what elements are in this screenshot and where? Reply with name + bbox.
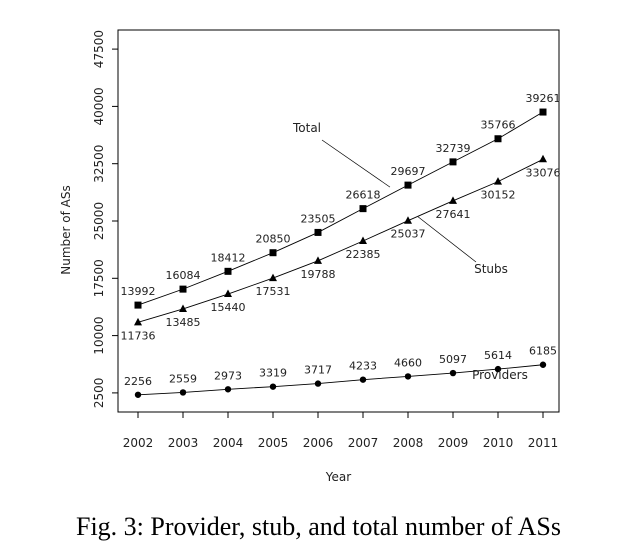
- square-marker: [449, 158, 457, 166]
- series-stubs: [134, 154, 547, 326]
- square-marker: [269, 249, 277, 257]
- data-label: 30152: [481, 189, 516, 202]
- triangle-marker: [539, 154, 547, 163]
- circle-marker: [494, 365, 502, 373]
- square-marker: [134, 301, 142, 309]
- data-label: 33076: [526, 166, 561, 179]
- data-label: 22385: [346, 248, 381, 261]
- data-label: 35766: [481, 119, 516, 132]
- y-tick-label: 40000: [92, 87, 106, 125]
- data-label: 17531: [256, 285, 291, 298]
- data-label: 27641: [436, 208, 471, 221]
- series-line-total: [137, 111, 544, 306]
- circle-marker: [314, 380, 322, 387]
- data-label: 5614: [484, 349, 512, 362]
- x-tick-label: 2011: [528, 436, 559, 450]
- square-marker: [404, 181, 412, 189]
- data-label: 2559: [169, 372, 197, 385]
- data-label: 2973: [214, 369, 242, 382]
- leader-stubs: [417, 216, 477, 263]
- data-label: 20850: [256, 233, 291, 246]
- data-label: 15440: [211, 301, 246, 314]
- x-axis-label: Year: [325, 470, 351, 484]
- circle-marker: [404, 373, 412, 380]
- data-label: 32739: [436, 142, 471, 155]
- circle-marker: [269, 383, 277, 390]
- series-line-providers: [137, 364, 544, 396]
- data-labels-layer: 13992 16084 18412 20850 23505 26618 29697 32739…: [121, 92, 561, 388]
- data-label: 13992: [121, 285, 156, 298]
- data-label: 11736: [121, 329, 156, 342]
- annotations-layer: Total Stubs Providers: [292, 121, 528, 382]
- square-marker: [224, 267, 232, 275]
- data-label: 4660: [394, 356, 422, 369]
- figure-caption: Fig. 3: Provider, stub, and total number…: [76, 512, 561, 541]
- triangle-marker: [179, 304, 187, 312]
- data-label: 23505: [301, 212, 336, 225]
- y-tick-label: 25000: [92, 202, 106, 240]
- square-marker: [359, 205, 367, 213]
- data-label: 18412: [211, 251, 246, 264]
- circle-marker: [539, 361, 547, 368]
- x-tick-label: 2008: [393, 436, 424, 450]
- square-marker: [314, 228, 322, 236]
- series-layer: [134, 108, 547, 398]
- triangle-marker: [134, 317, 142, 326]
- axes: 2002 2003 2004 2005 2006 2007 2008 2009 2010 2011…: [59, 29, 560, 484]
- x-tick-label: 2003: [168, 436, 199, 450]
- triangle-marker: [224, 289, 232, 298]
- data-label: 25037: [391, 228, 426, 241]
- annotation-providers: Providers: [472, 368, 528, 382]
- x-tick-label: 2002: [123, 436, 154, 450]
- circle-marker: [179, 389, 187, 396]
- data-label: 6185: [529, 345, 557, 358]
- data-label: 2256: [124, 375, 152, 388]
- x-tick-label: 2009: [438, 436, 469, 450]
- annotation-total: Total: [292, 121, 321, 135]
- y-tick-label: 47500: [92, 30, 106, 68]
- triangle-marker: [314, 256, 322, 264]
- series-providers: [134, 361, 547, 398]
- data-label: 5097: [439, 353, 467, 366]
- triangle-marker: [359, 236, 367, 244]
- data-label: 19788: [301, 268, 336, 281]
- square-marker: [179, 285, 187, 293]
- y-tick-label: 10000: [92, 317, 106, 355]
- triangle-marker: [494, 177, 502, 185]
- x-tick-label: 2007: [348, 436, 379, 450]
- chart: 2002 2003 2004 2005 2006 2007 2008 2009 2010 2011…: [59, 29, 561, 484]
- series-line-stubs: [137, 158, 544, 323]
- square-marker: [539, 108, 547, 116]
- triangle-marker: [404, 216, 412, 224]
- data-label: 26618: [346, 189, 381, 202]
- triangle-marker: [269, 273, 277, 282]
- data-label: 13485: [166, 316, 201, 329]
- annotation-stubs: Stubs: [474, 262, 508, 276]
- data-label: 16084: [166, 269, 201, 282]
- x-tick-label: 2010: [483, 436, 514, 450]
- circle-marker: [134, 391, 142, 398]
- circle-marker: [224, 386, 232, 393]
- series-total: [134, 108, 547, 309]
- x-tick-label: 2004: [213, 436, 244, 450]
- triangle-marker: [449, 196, 457, 204]
- data-label: 3319: [259, 367, 287, 380]
- circle-marker: [449, 369, 457, 377]
- y-tick-label: 32500: [92, 145, 106, 183]
- square-marker: [494, 135, 502, 143]
- data-label: 39261: [526, 92, 561, 105]
- y-tick-label: 2500: [92, 378, 106, 409]
- y-axis-label: Number of ASs: [59, 185, 73, 274]
- y-tick-label: 17500: [92, 259, 106, 297]
- data-label: 29697: [391, 165, 426, 178]
- data-label: 4233: [349, 360, 377, 373]
- data-label: 3717: [304, 364, 332, 377]
- leader-total: [321, 139, 391, 188]
- x-tick-label: 2005: [258, 436, 289, 450]
- circle-marker: [359, 376, 367, 383]
- x-tick-label: 2006: [303, 436, 334, 450]
